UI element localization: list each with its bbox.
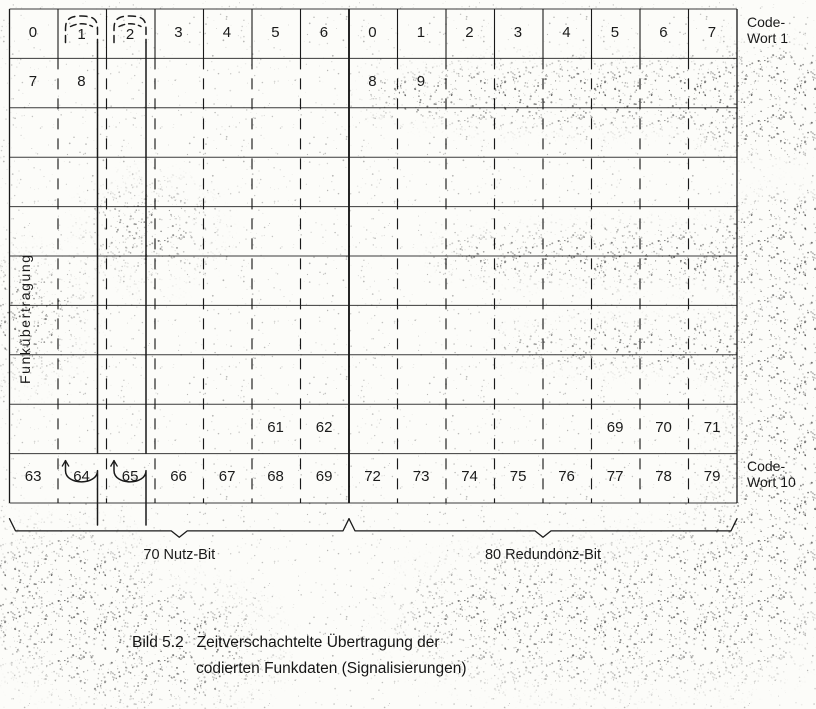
svg-text:2: 2 <box>126 26 134 43</box>
svg-text:1: 1 <box>77 26 85 43</box>
